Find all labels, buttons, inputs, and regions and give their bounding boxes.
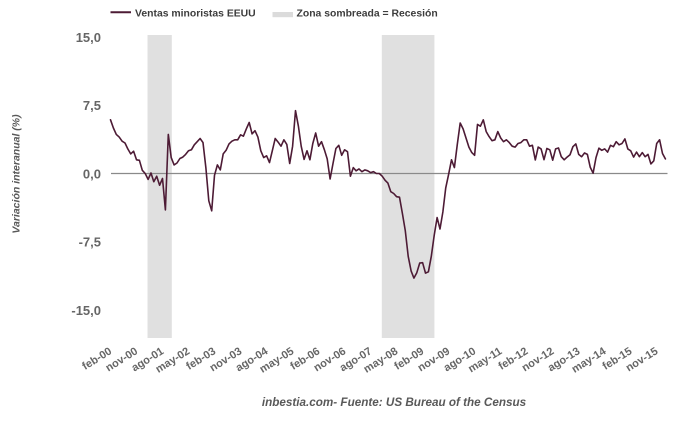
svg-text:-7,5: -7,5: [79, 235, 101, 250]
svg-text:7,5: 7,5: [83, 98, 101, 113]
svg-text:Variación interanual (%): Variación interanual (%): [11, 114, 23, 234]
svg-text:0,0: 0,0: [83, 166, 101, 181]
svg-text:15,0: 15,0: [76, 30, 101, 45]
svg-text:inbestia.com- Fuente: US Burea: inbestia.com- Fuente: US Bureau of the C…: [262, 396, 527, 409]
svg-text:Zona sombreada = Recesión: Zona sombreada = Recesión: [297, 8, 438, 19]
svg-text:Ventas minoristas EEUU: Ventas minoristas EEUU: [135, 8, 256, 19]
svg-text:-15,0: -15,0: [71, 303, 101, 318]
